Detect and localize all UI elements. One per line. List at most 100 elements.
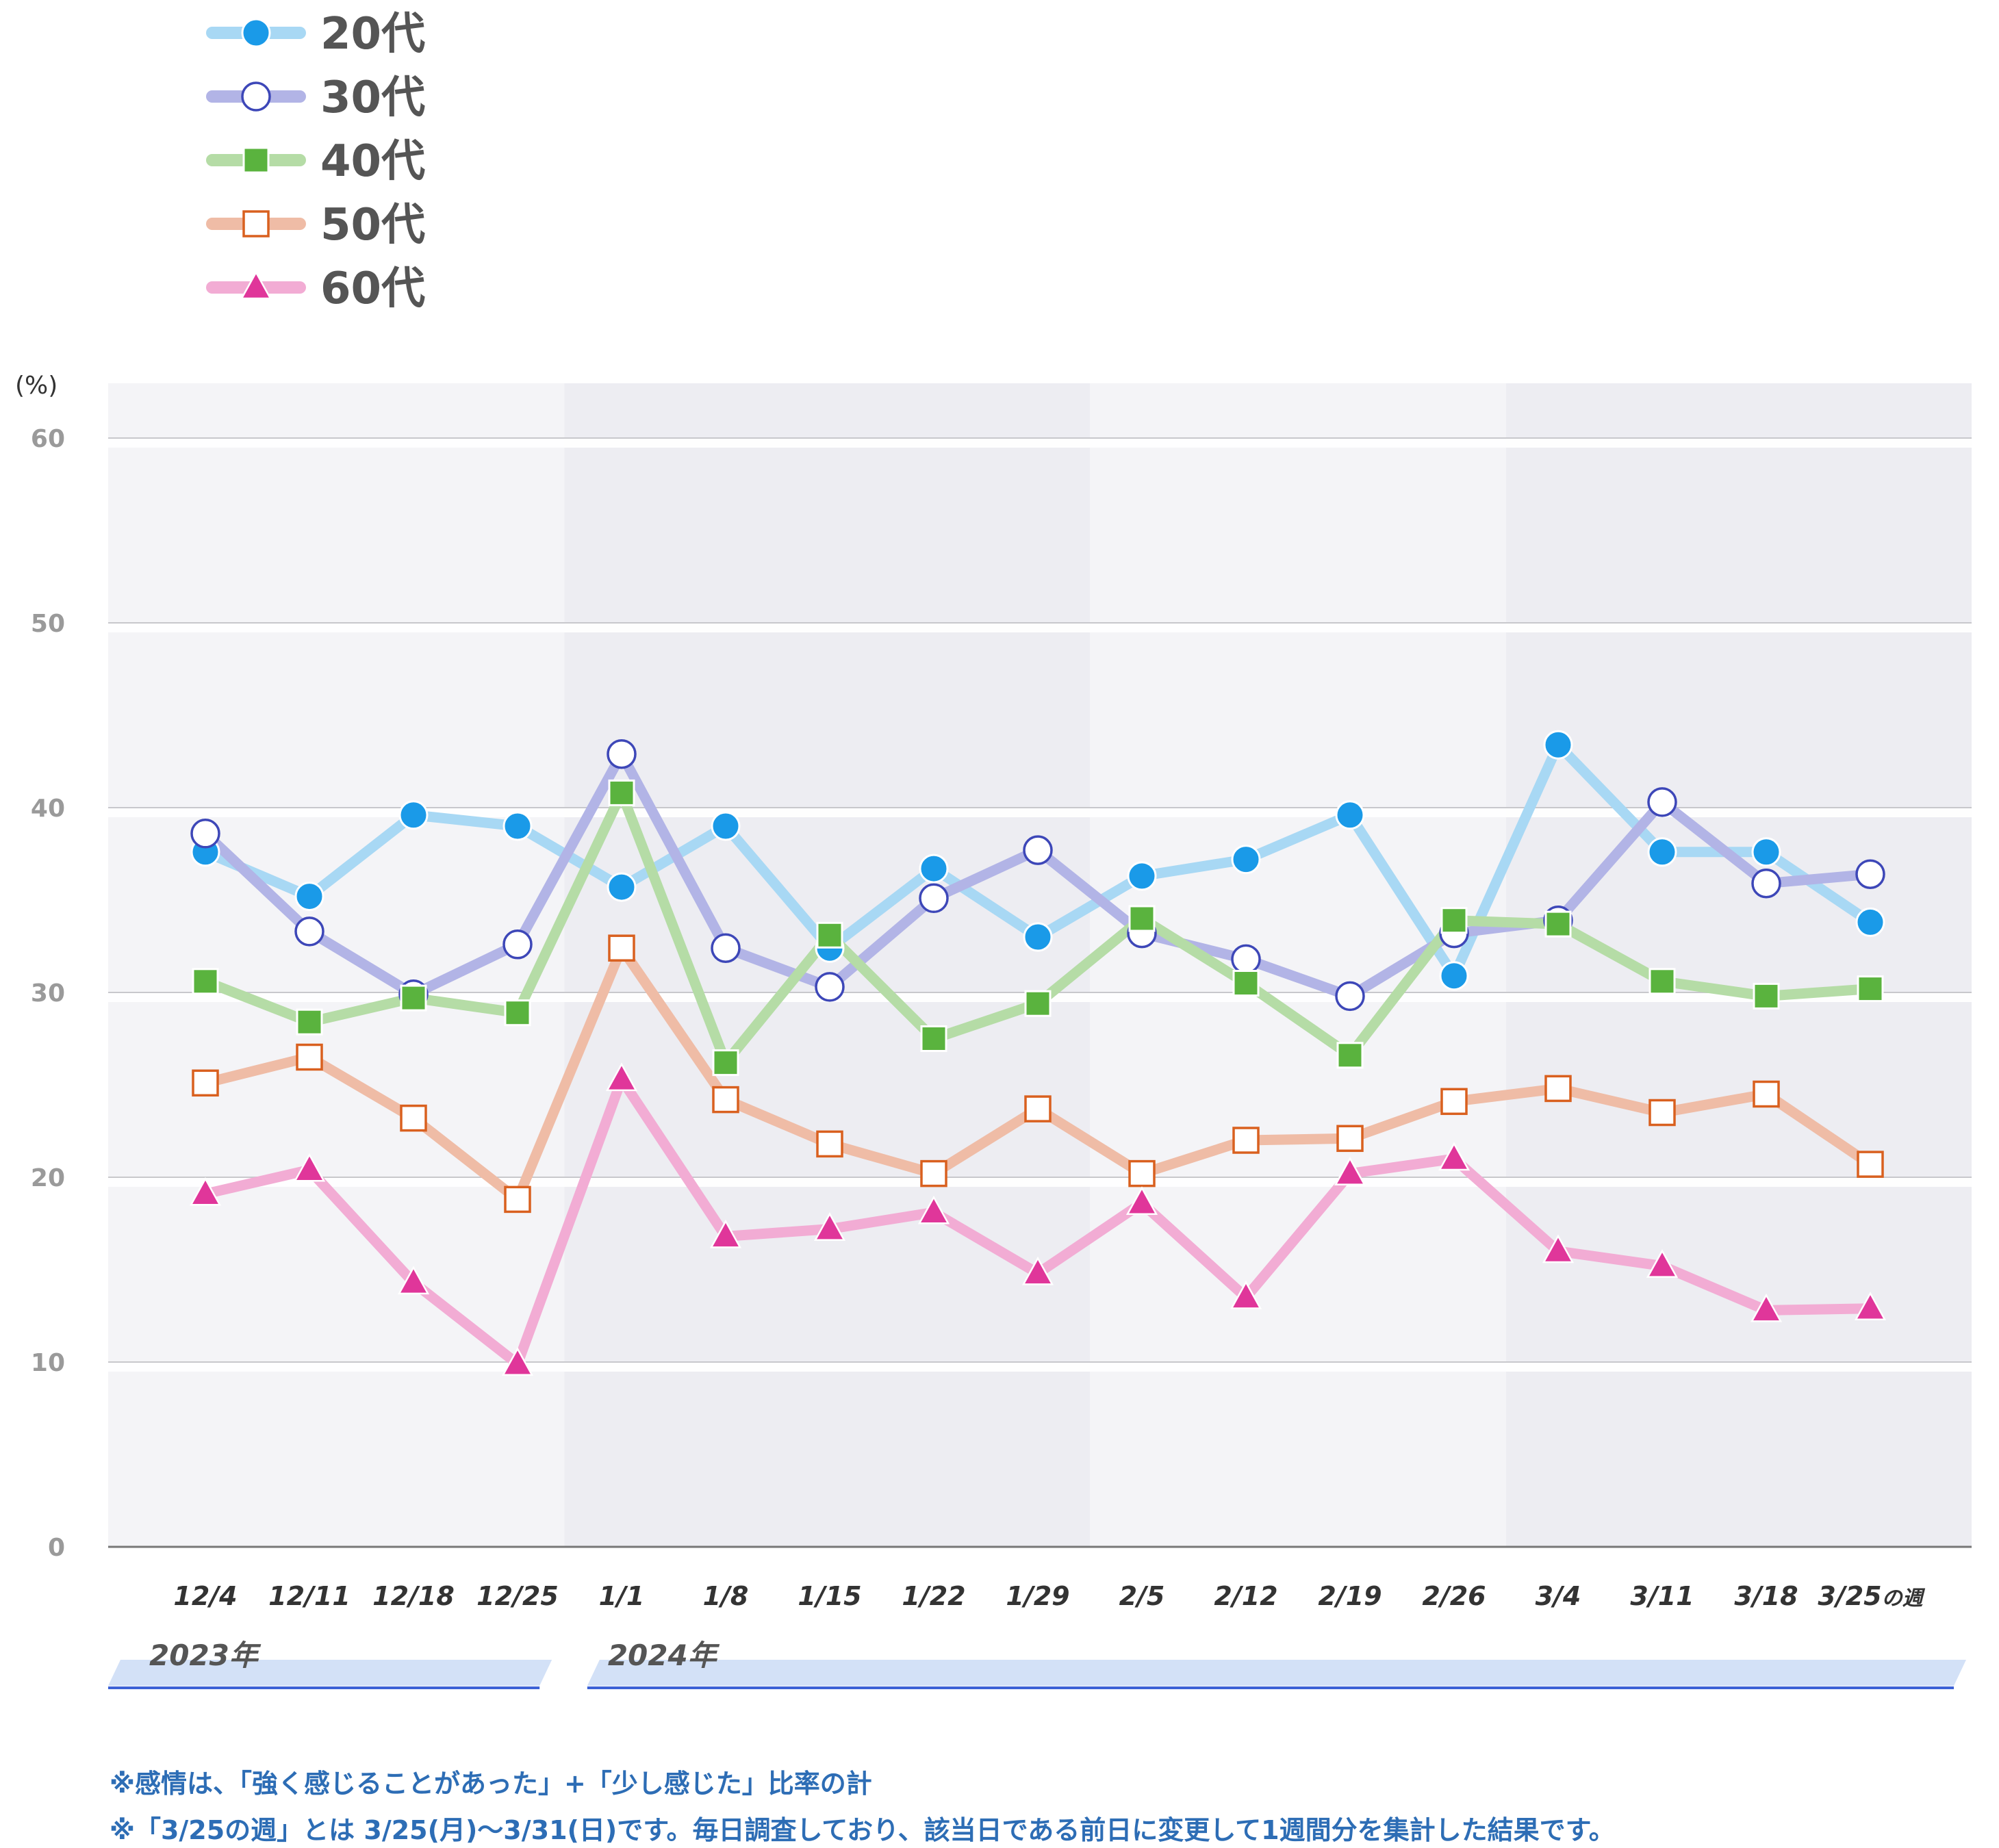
footnote-2: ※「3/25の週」とは 3/25(月)～3/31(日)です。毎日調査しており、該… <box>110 1815 1615 1845</box>
series-2-point <box>296 1008 323 1036</box>
x-tick-label: 12/11 <box>268 1581 351 1611</box>
series-3-point <box>816 1130 843 1158</box>
x-tick-label: 1/29 <box>1006 1581 1069 1611</box>
series-0-point <box>1439 961 1469 991</box>
series-2-point <box>1232 970 1260 997</box>
series-2-point <box>920 1025 947 1052</box>
series-2-point <box>1753 982 1780 1010</box>
year-group-label: 2024年 <box>608 1639 720 1672</box>
series-4-point <box>709 1219 742 1248</box>
grid-highlight <box>108 1362 1972 1372</box>
series-4-point <box>1854 1292 1887 1320</box>
y-tick-label: 20 <box>31 1164 65 1192</box>
series-markers <box>189 730 1887 1376</box>
grid-highlight <box>108 1177 1972 1187</box>
series-3-point <box>1648 1099 1676 1127</box>
series-4-point <box>813 1212 846 1241</box>
series-3-point <box>920 1159 947 1188</box>
series-0-point <box>1127 861 1157 891</box>
series-1-point <box>190 819 220 849</box>
series-1-point <box>1855 859 1885 889</box>
series-2-point <box>400 984 427 1012</box>
legend-label: 40代 <box>320 136 425 187</box>
series-1-point <box>607 739 637 769</box>
series-0-point <box>502 811 533 841</box>
series-3-point <box>1544 1075 1572 1103</box>
background-band-2 <box>1090 383 1506 1547</box>
grid-highlight <box>108 623 1972 632</box>
series-0-point <box>711 811 741 841</box>
x-tick-label: 12/18 <box>372 1581 455 1611</box>
x-tick-label: 3/25の週 <box>1818 1581 1925 1611</box>
series-3-point <box>192 1069 219 1097</box>
series-3-point <box>1753 1080 1780 1108</box>
series-0-point <box>1647 837 1677 867</box>
year-group-bar <box>587 1660 1966 1686</box>
x-tick-label: 1/22 <box>902 1581 965 1611</box>
series-4-point <box>501 1347 534 1376</box>
x-tick-label: 12/4 <box>173 1581 237 1611</box>
series-0-point <box>1231 845 1261 875</box>
series-2-point <box>1024 990 1052 1017</box>
legend-label: 20代 <box>320 9 425 60</box>
legend-label: 60代 <box>320 264 425 314</box>
series-1-point <box>1231 944 1261 975</box>
series-0-point <box>919 854 949 884</box>
series-2-point <box>816 921 843 949</box>
legend: 20代 30代 40代 50代 60代 <box>206 9 425 314</box>
x-tick-label: 3/4 <box>1536 1581 1581 1611</box>
series-4-point <box>1125 1186 1158 1216</box>
series-1-point <box>1751 868 1781 899</box>
legend-label: 30代 <box>320 73 425 123</box>
y-axis-ticks: 0 10 20 30 40 50 60 <box>31 425 65 1562</box>
series-3-point <box>1440 1088 1468 1116</box>
series-1-point <box>919 883 949 914</box>
grid-highlight <box>108 808 1972 817</box>
series-3-point <box>608 934 635 962</box>
series-4-point <box>397 1266 430 1295</box>
series-3-point <box>504 1185 531 1214</box>
series-0-point <box>1335 800 1365 830</box>
series-4-point <box>1542 1234 1575 1263</box>
series-2-point <box>608 779 635 806</box>
y-tick-label: 0 <box>48 1534 65 1562</box>
series-1-point <box>1335 981 1365 1012</box>
series-2-point <box>1648 968 1676 995</box>
series-0-point <box>1543 730 1573 760</box>
series-3-point <box>1336 1125 1364 1153</box>
series-4-point <box>1230 1280 1262 1309</box>
series-2-point <box>1857 975 1884 1003</box>
series-2-point <box>1544 910 1572 938</box>
y-tick-label: 50 <box>31 610 65 638</box>
series-0-point <box>398 800 429 830</box>
series-1-point <box>294 916 324 947</box>
legend-marker-0 <box>241 18 271 48</box>
year-group-label: 2023年 <box>149 1639 262 1672</box>
series-2-point <box>1336 1042 1364 1069</box>
series-3-point <box>1232 1127 1260 1154</box>
year-group-bar <box>108 1660 552 1686</box>
series-4-point <box>1750 1293 1783 1322</box>
series-3-point <box>1128 1159 1156 1188</box>
y-tick-label: 10 <box>31 1349 65 1377</box>
series-2-point <box>504 999 531 1027</box>
x-tick-label: 2/5 <box>1119 1581 1165 1611</box>
legend-marker-3 <box>242 210 270 238</box>
series-2-point <box>192 968 219 995</box>
y-axis-unit-label: (%) <box>15 372 58 400</box>
y-tick-label: 40 <box>31 795 65 823</box>
series-4-point <box>189 1177 222 1206</box>
background-band-0 <box>108 383 565 1547</box>
series-4-point <box>917 1195 950 1224</box>
series-3-point <box>1024 1095 1052 1122</box>
x-tick-label: 3/11 <box>1630 1581 1694 1611</box>
x-tick-label: 2/12 <box>1214 1581 1277 1611</box>
series-1-point <box>502 929 533 960</box>
y-tick-label: 30 <box>31 979 65 1008</box>
series-1-point <box>815 972 845 1002</box>
series-1-point <box>711 933 741 963</box>
grid-highlight <box>108 438 1972 448</box>
series-2-point <box>1440 907 1468 934</box>
series-3-point <box>400 1104 427 1132</box>
